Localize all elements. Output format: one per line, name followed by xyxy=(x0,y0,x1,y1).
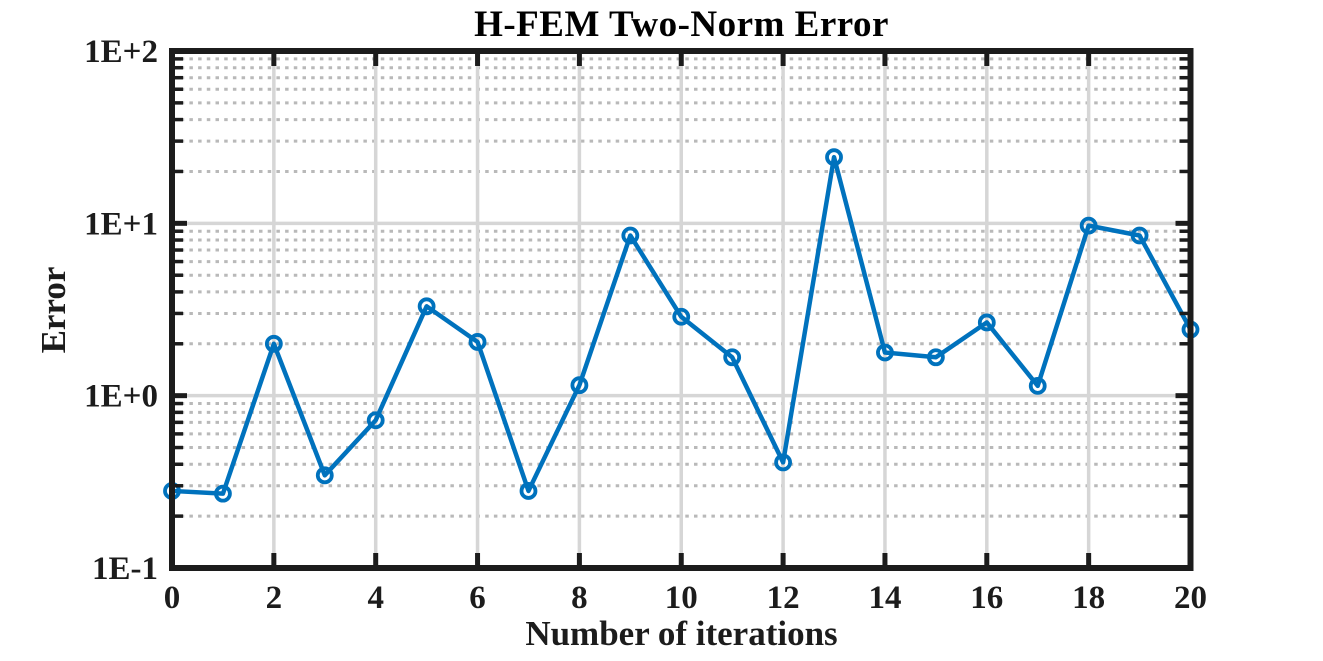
x-tick-label: 14 xyxy=(868,580,901,616)
data-point-markers xyxy=(163,148,1200,503)
x-tick-label: 4 xyxy=(367,580,384,616)
error-series-line xyxy=(169,154,1193,496)
axis-frame xyxy=(169,48,1194,571)
x-tick-label: 20 xyxy=(1174,580,1207,616)
x-tick-label: 12 xyxy=(767,580,800,616)
x-tick-label: 2 xyxy=(266,580,283,616)
x-tick-label: 8 xyxy=(571,580,588,616)
x-tick-label: 0 xyxy=(164,580,181,616)
y-tick-labels: 1E-1 1E+0 1E+1 1E+2 xyxy=(84,34,158,587)
x-tick-label: 18 xyxy=(1072,580,1105,616)
axis-ticks xyxy=(169,48,1193,571)
y-tick-label: 1E-1 xyxy=(92,551,158,587)
x-axis-label: Number of iterations xyxy=(525,614,838,653)
x-tick-label: 10 xyxy=(665,580,698,616)
x-tick-label: 6 xyxy=(469,580,486,616)
y-tick-label: 1E+2 xyxy=(84,34,158,70)
chart-title: H-FEM Two-Norm Error xyxy=(474,4,889,45)
y-tick-label: 1E+1 xyxy=(84,206,158,242)
x-tick-label: 16 xyxy=(970,580,1003,616)
x-tick-labels: 0 2 4 6 8 10 12 14 16 18 20 xyxy=(164,580,1207,616)
y-tick-label: 1E+0 xyxy=(84,379,158,415)
